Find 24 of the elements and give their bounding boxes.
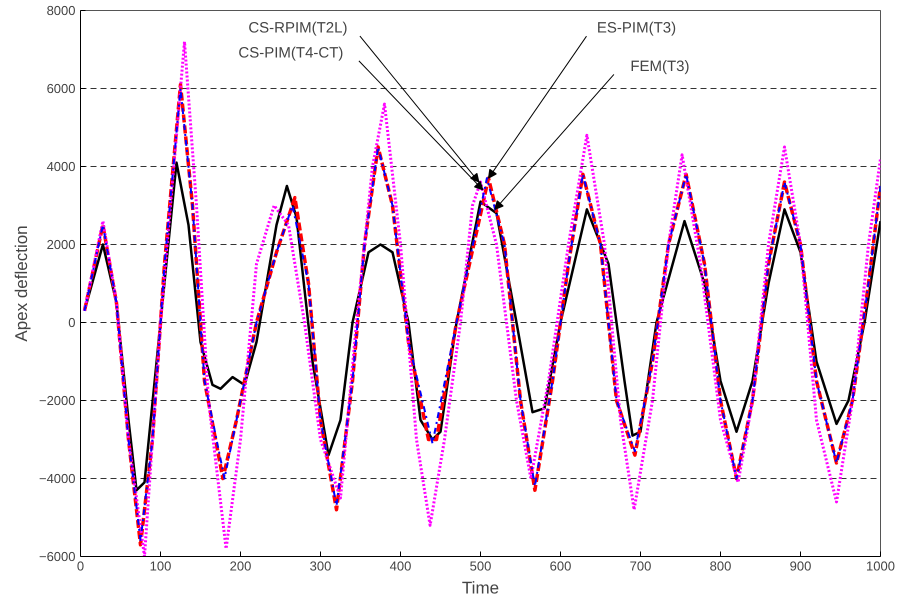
x-tick-label: 300 — [310, 558, 332, 574]
y-tick-label: 0 — [68, 315, 76, 330]
y-tick-label: −6000 — [38, 549, 76, 564]
x-tick-label: 700 — [630, 558, 652, 574]
x-tick-label: 800 — [710, 558, 732, 574]
y-axis-title: Apex deflection — [12, 225, 31, 342]
x-tick-label: 200 — [230, 558, 252, 574]
x-tick-label: 100 — [150, 558, 172, 574]
annotation: FEM(T3) — [630, 58, 690, 75]
annotation: CS-PIM(T4-CT) — [238, 44, 344, 62]
y-tick-label: 4000 — [46, 159, 76, 174]
y-tick-label: −2000 — [38, 393, 76, 408]
y-tick-label: 2000 — [46, 237, 76, 252]
annotation: ES-PIM(T3) — [596, 20, 676, 37]
x-tick-label: 600 — [550, 558, 572, 574]
annotation: CS-RPIM(T2L) — [248, 20, 348, 37]
x-tick-label: 1000 — [866, 558, 895, 574]
y-tick-label: 8000 — [46, 3, 76, 18]
x-tick-label: 900 — [790, 558, 812, 574]
y-tick-label: −4000 — [38, 471, 76, 486]
x-tick-label: 400 — [390, 558, 412, 574]
y-tick-label: 6000 — [46, 81, 76, 96]
x-axis-title: Time — [462, 578, 500, 598]
x-tick-label: 500 — [470, 558, 492, 574]
